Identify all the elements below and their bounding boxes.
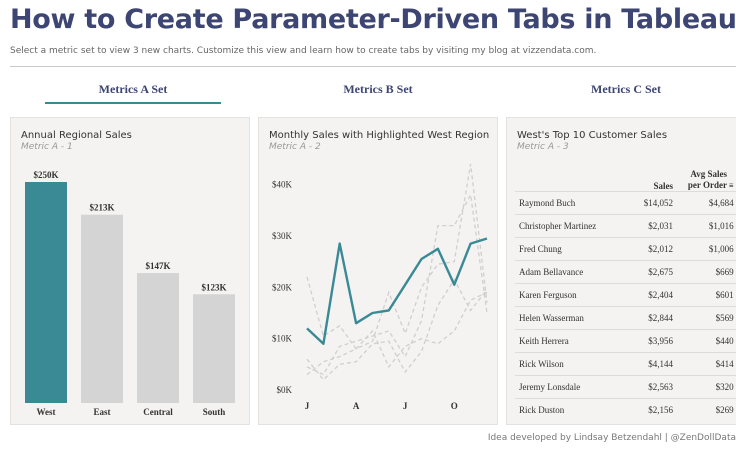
bar-west: [25, 182, 67, 403]
series-line-other-region: [306, 163, 488, 350]
customer-name-cell: Raymond Buch: [515, 191, 639, 215]
y-tick-label: $20K: [272, 282, 293, 292]
header-divider: [10, 66, 736, 67]
bar-chart-panel: Annual Regional Sales Metric A - 1 $250K…: [10, 117, 250, 425]
x-tick-label: A: [353, 401, 360, 411]
col-header-sales[interactable]: Sales: [653, 181, 673, 191]
sales-cell: $4,144: [639, 352, 677, 376]
y-tick-label: $0K: [277, 385, 293, 395]
avg-sales-cell: $414: [677, 352, 736, 376]
bar-east: [81, 214, 123, 403]
page-title: How to Create Parameter-Driven Tabs in T…: [10, 4, 736, 35]
y-tick-label: $10K: [272, 334, 293, 344]
x-tick-label: O: [451, 401, 458, 411]
x-tick-label: Central: [143, 407, 173, 417]
footer-credit: Idea developed by Lindsay Betzendahl | @…: [487, 433, 736, 443]
avg-sales-cell: $440: [677, 329, 736, 353]
bar-value-label: $147K: [145, 261, 170, 271]
sales-cell: $2,404: [639, 283, 677, 307]
bar-chart: $250K West $213K East $147K Central $123K South: [25, 170, 235, 417]
table-row[interactable]: Adam Bellavance $2,675 $669: [515, 260, 736, 284]
col-header-avg-sales-label: Avg Sales per Order: [687, 169, 727, 190]
sales-cell: $2,844: [639, 306, 677, 330]
table-panel: West's Top 10 Customer Sales Metric A - …: [506, 117, 736, 425]
table-row[interactable]: Karen Ferguson $2,404 $601: [515, 283, 736, 307]
avg-sales-cell: $4,684: [677, 191, 736, 215]
avg-sales-cell: $669: [677, 260, 736, 284]
customer-name-cell: Fred Chung: [515, 237, 639, 261]
y-tick-label: $30K: [272, 231, 293, 241]
bar-chart-subtitle: Metric A - 1: [21, 142, 73, 152]
bar-value-label: $213K: [89, 203, 114, 213]
table-row[interactable]: Fred Chung $2,012 $1,006: [515, 237, 736, 261]
bar-chart-title: Annual Regional Sales: [21, 130, 132, 141]
active-tab-indicator: [45, 102, 221, 104]
bar-central: [137, 273, 179, 403]
table-subtitle: Metric A - 3: [517, 142, 569, 152]
bar-south: [193, 294, 235, 403]
sales-cell: $2,012: [639, 237, 677, 261]
sales-cell: $3,956: [639, 329, 677, 353]
sort-icon[interactable]: ≡: [729, 181, 734, 190]
customer-name-cell: Christopher Martinez: [515, 214, 639, 238]
bar-value-label: $123K: [201, 282, 226, 292]
customer-name-cell: Adam Bellavance: [515, 260, 639, 284]
customer-name-cell: Jeremy Lonsdale: [515, 375, 639, 399]
table-row[interactable]: Keith Herrera $3,956 $440: [515, 329, 736, 353]
customer-name-cell: Keith Herrera: [515, 329, 639, 353]
line-chart: $0K $10K $20K $30K $40K J A J O: [272, 163, 488, 411]
x-tick-label: South: [203, 407, 226, 417]
tab-metrics-b[interactable]: Metrics B Set: [343, 82, 413, 96]
table-row[interactable]: Raymond Buch $14,052 $4,684: [515, 191, 736, 215]
avg-sales-cell: $1,006: [677, 237, 736, 261]
col-header-customer: [515, 167, 639, 192]
customer-table: Sales Avg Sales per Order ≡ Raymond Buch $…: [515, 167, 736, 421]
table-row[interactable]: Helen Wasserman $2,844 $569: [515, 306, 736, 330]
x-tick-label: J: [305, 401, 310, 411]
sales-cell: $2,675: [639, 260, 677, 284]
series-line-west: [306, 237, 488, 346]
avg-sales-cell: $1,016: [677, 214, 736, 238]
table-row[interactable]: Rick Duston $2,156 $269: [515, 398, 736, 421]
y-tick-label: $40K: [272, 180, 293, 190]
sales-cell: $2,563: [639, 375, 677, 399]
series-line-other-region: [306, 192, 488, 376]
sales-cell: $14,052: [639, 191, 677, 215]
avg-sales-cell: $269: [677, 398, 736, 421]
table-header-row: Sales Avg Sales per Order ≡: [515, 167, 736, 192]
sales-cell: $2,156: [639, 398, 677, 421]
table-row[interactable]: Rick Wilson $4,144 $414: [515, 352, 736, 376]
bar-value-label: $250K: [33, 170, 58, 180]
customer-name-cell: Karen Ferguson: [515, 283, 639, 307]
tab-metrics-a[interactable]: Metrics A Set: [98, 82, 168, 96]
x-tick-label: West: [37, 407, 56, 417]
x-tick-label: J: [403, 401, 408, 411]
line-chart-panel: Monthly Sales with Highlighted West Regi…: [258, 117, 498, 425]
page-subtitle: Select a metric set to view 3 new charts…: [10, 46, 597, 56]
series-line-other-region: [306, 291, 488, 376]
line-chart-subtitle: Metric A - 2: [269, 142, 321, 152]
line-chart-title: Monthly Sales with Highlighted West Regi…: [269, 130, 490, 141]
series-line-other-region: [306, 278, 488, 381]
x-tick-label: East: [93, 407, 110, 417]
avg-sales-cell: $320: [677, 375, 736, 399]
col-header-avg-sales[interactable]: Avg Sales per Order ≡: [677, 167, 736, 192]
table-row[interactable]: Jeremy Lonsdale $2,563 $320: [515, 375, 736, 399]
table-title: West's Top 10 Customer Sales: [517, 130, 668, 141]
tab-metrics-c[interactable]: Metrics C Set: [591, 82, 661, 96]
customer-name-cell: Helen Wasserman: [515, 306, 639, 330]
avg-sales-cell: $601: [677, 283, 736, 307]
avg-sales-cell: $569: [677, 306, 736, 330]
table-row[interactable]: Christopher Martinez $2,031 $1,016: [515, 214, 736, 238]
customer-name-cell: Rick Duston: [515, 398, 639, 421]
sales-cell: $2,031: [639, 214, 677, 238]
customer-name-cell: Rick Wilson: [515, 352, 639, 376]
